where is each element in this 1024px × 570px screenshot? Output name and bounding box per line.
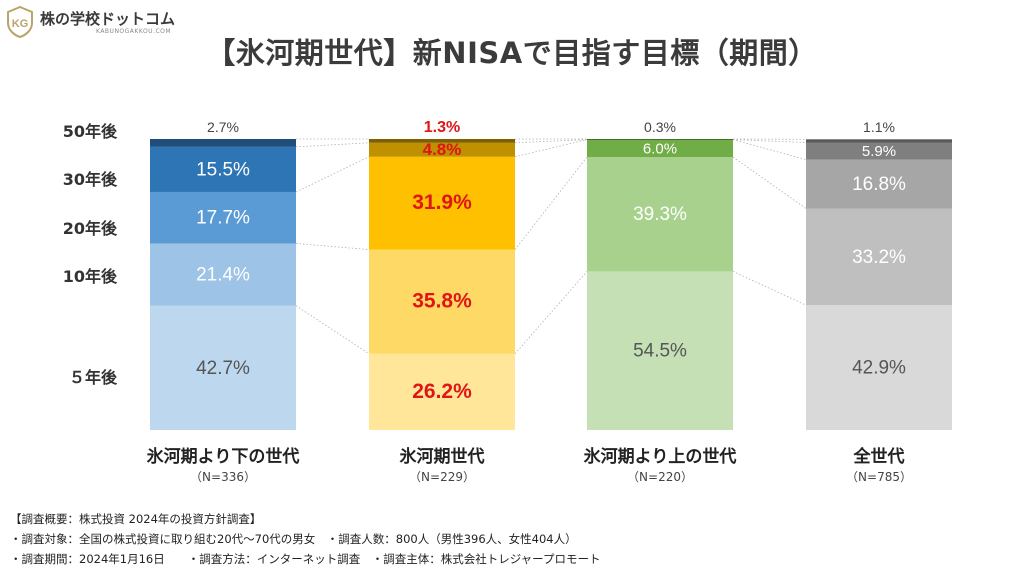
- value-label: 42.7%: [196, 358, 250, 379]
- connector-line: [295, 156, 370, 193]
- connector-line: [732, 156, 807, 209]
- bar-segment: [587, 139, 733, 158]
- bar-segment: [150, 243, 296, 306]
- value-label: 0.3%: [644, 119, 676, 135]
- bar-segment: [587, 157, 733, 272]
- category-label: 氷河期世代: [400, 446, 485, 467]
- value-label: 16.8%: [852, 174, 906, 195]
- value-label: 1.1%: [863, 119, 895, 135]
- value-label: 21.4%: [196, 265, 250, 286]
- bar-segment: [369, 249, 515, 354]
- shield-logo-icon: KG: [7, 6, 33, 38]
- value-label: 6.0%: [643, 140, 677, 157]
- bar-segment: [150, 146, 296, 192]
- category-label: 氷河期より下の世代: [147, 446, 300, 467]
- value-label: 17.7%: [196, 208, 250, 229]
- survey-notes-period: ・調査期間：2024年1月16日 ・調査方法：インターネット調査 ・調査主体：株…: [10, 552, 601, 566]
- value-label: 42.9%: [852, 358, 906, 379]
- value-label: 26.2%: [412, 380, 472, 403]
- bar-segment: [369, 156, 515, 250]
- connector-line: [732, 139, 807, 161]
- bar-segment: [150, 305, 296, 430]
- chart-title: 【氷河期世代】新NISAで目指す目標（期間）: [206, 36, 818, 70]
- value-label: 5.9%: [862, 143, 896, 160]
- bar-segment: [806, 159, 952, 209]
- value-label: 39.3%: [633, 204, 687, 225]
- connector-line: [514, 156, 588, 250]
- connector-line: [732, 271, 807, 306]
- axis-label: 30年後: [63, 170, 118, 189]
- bar-segment: [587, 271, 733, 430]
- category-n-label: （N=336）: [190, 470, 256, 484]
- value-label: 33.2%: [852, 247, 906, 268]
- category-n-label: （N=220）: [627, 470, 693, 484]
- stacked-bar-chart: 42.7% 21.4% 17.7% 15.5% 2.7% 26.2% 35.8% 31.9% 4…: [63, 119, 952, 484]
- bar-segment: [369, 139, 515, 143]
- bar-segment: [369, 353, 515, 430]
- value-label: 1.3%: [424, 119, 460, 136]
- connector-line: [295, 305, 370, 355]
- bar-segment: [806, 142, 952, 160]
- value-label: 2.7%: [207, 119, 239, 135]
- value-label: 31.9%: [412, 191, 472, 214]
- axis-label: ５年後: [69, 368, 118, 387]
- bar-segment: [806, 305, 952, 430]
- connector-line: [295, 243, 370, 250]
- value-label: 4.8%: [423, 140, 462, 159]
- connector-line: [514, 271, 588, 355]
- axis-label: 20年後: [63, 219, 118, 238]
- bar-segment: [150, 191, 296, 244]
- category-n-label: （N=785）: [846, 470, 912, 484]
- survey-notes: 【調査概要：株式投資 2024年の投資方針調査】 ・調査対象：全国の株式投資に取…: [10, 509, 600, 569]
- connector-line: [514, 139, 588, 144]
- survey-notes-heading: 【調査概要：株式投資 2024年の投資方針調査】: [10, 512, 262, 526]
- category-n-label: （N=229）: [409, 470, 475, 484]
- bar-segment: [587, 139, 733, 140]
- axis-label: 10年後: [63, 267, 118, 286]
- bar-segment: [150, 139, 296, 147]
- logo-subtitle: KABUNOGAKKOU.COM: [96, 28, 172, 35]
- value-label: 35.8%: [412, 290, 472, 313]
- bar-segment: [369, 142, 515, 157]
- connector-line: [732, 139, 807, 143]
- value-label: 54.5%: [633, 341, 687, 362]
- bar-segment: [806, 208, 952, 306]
- logo: KG 株の学校ドットコム KABUNOGAKKOU.COM: [4, 6, 214, 40]
- axis-label: 50年後: [63, 122, 118, 141]
- category-label: 氷河期より上の世代: [584, 446, 737, 467]
- logo-name: 株の学校ドットコム: [40, 10, 176, 28]
- svg-text:KG: KG: [12, 18, 29, 30]
- connector-line: [295, 142, 370, 148]
- value-label: 15.5%: [196, 159, 250, 180]
- survey-notes-target: ・調査対象：全国の株式投資に取り組む20代～70代の男女 ・調査人数：800人（…: [10, 532, 577, 546]
- bar-segment: [806, 139, 952, 143]
- category-label: 全世代: [853, 446, 905, 467]
